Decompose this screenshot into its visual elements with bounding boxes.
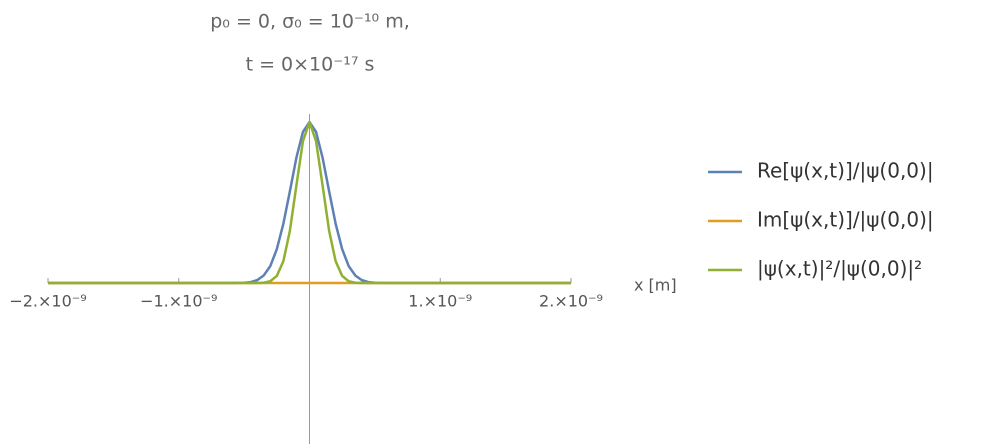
chart-title: p₀ = 0, σ₀ = 10⁻¹⁰ m,	[210, 11, 410, 33]
legend-label: |ψ(x,t)|²/|ψ(0,0)|²	[757, 257, 922, 281]
x-tick-label: 2.×10⁻⁹	[539, 292, 603, 311]
series-line	[48, 120, 571, 285]
x-axis-label: x [m]	[634, 276, 677, 295]
legend-label: Im[ψ(x,t)]/|ψ(0,0)|	[757, 208, 934, 232]
x-tick-label: −2.×10⁻⁹	[9, 292, 86, 311]
x-tick-label: 1.×10⁻⁹	[408, 292, 472, 311]
x-tick-label: −1.×10⁻⁹	[140, 292, 217, 311]
legend-label: Re[ψ(x,t)]/|ψ(0,0)|	[757, 159, 934, 183]
chart-subtitle: t = 0×10⁻¹⁷ s	[246, 54, 375, 76]
